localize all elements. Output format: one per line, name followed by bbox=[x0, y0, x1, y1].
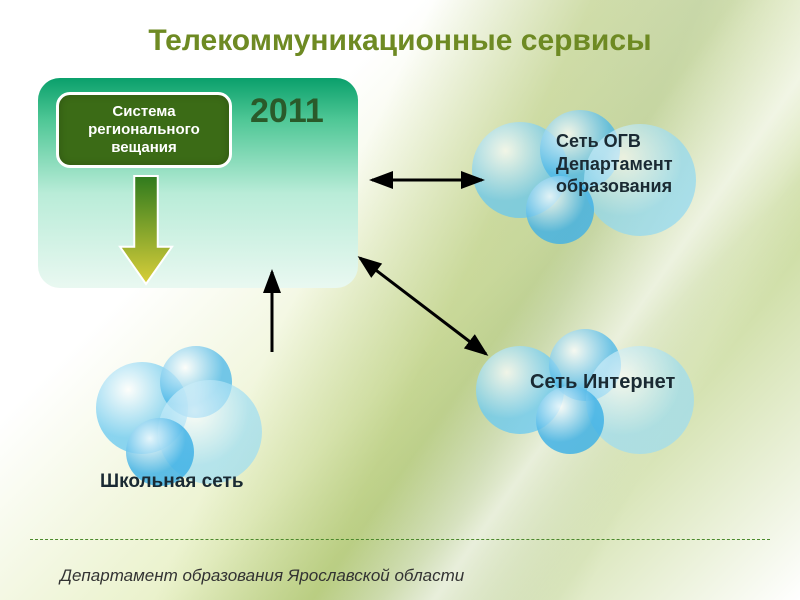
cloud-label-internet: Сеть Интернет bbox=[530, 370, 675, 395]
cloud-label-ogv: Сеть ОГВДепартаментобразования bbox=[556, 130, 673, 198]
footer-text: Департамент образования Ярославской обла… bbox=[60, 565, 464, 586]
cloud-label-school: Школьная сеть bbox=[100, 470, 244, 494]
connection-arrows bbox=[0, 0, 800, 600]
page-title: Телекоммуникационные сервисы bbox=[0, 24, 800, 58]
footer-divider bbox=[30, 539, 770, 540]
arrow-to-internet bbox=[360, 258, 486, 354]
